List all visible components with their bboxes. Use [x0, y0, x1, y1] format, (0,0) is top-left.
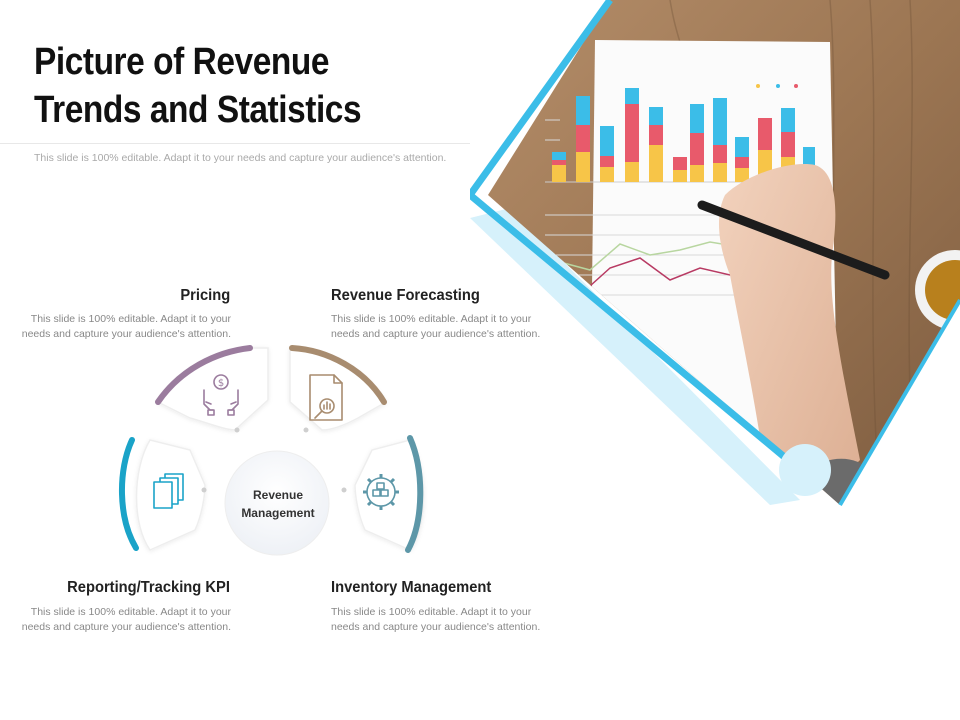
pricing-desc: This slide is 100% editable. Adapt it to… [21, 313, 231, 340]
page-subtitle: This slide is 100% editable. Adapt it to… [34, 152, 447, 164]
arc-pricing [155, 345, 253, 405]
reporting-tracking-desc: This slide is 100% editable. Adapt it to… [21, 606, 231, 633]
hands-dollar-icon: $ [203, 374, 239, 416]
svg-text:$: $ [218, 378, 224, 389]
title-line-1: Picture of Revenue [34, 41, 329, 83]
document-magnifier-icon [309, 374, 343, 421]
revenue-forecasting-desc: This slide is 100% editable. Adapt it to… [331, 313, 541, 340]
center-circle [224, 450, 330, 556]
reporting-tracking-title: Reporting/Tracking KPI [67, 579, 230, 596]
pen [697, 200, 890, 280]
title-divider [0, 143, 470, 144]
revenue-photo [470, 0, 960, 507]
decor-circle [779, 444, 831, 496]
revenue-forecasting-title: Revenue Forecasting [331, 287, 480, 304]
arc-forecasting [289, 345, 387, 405]
title-line-2: Trends and Statistics [34, 89, 362, 131]
accent-line-left [470, 0, 613, 198]
pricing-title: Pricing [180, 287, 230, 304]
arc-reporting [118, 437, 139, 551]
light-blue-band [470, 208, 800, 505]
documents-stack-icon [153, 473, 184, 509]
inventory-management-desc: This slide is 100% editable. Adapt it to… [331, 606, 541, 633]
revenue-management-diagram: $ [118, 345, 425, 556]
paper-bar-chart [545, 84, 815, 183]
page-title: Picture of Revenue Trends and Statistics [34, 38, 412, 134]
accent-line-bottom [470, 192, 803, 473]
center-label: Revenue Management [241, 488, 315, 520]
gear-boxes-icon [363, 474, 399, 510]
arc-inventory [405, 435, 424, 553]
accent-line-right [838, 298, 960, 507]
inventory-management-title: Inventory Management [331, 579, 492, 596]
